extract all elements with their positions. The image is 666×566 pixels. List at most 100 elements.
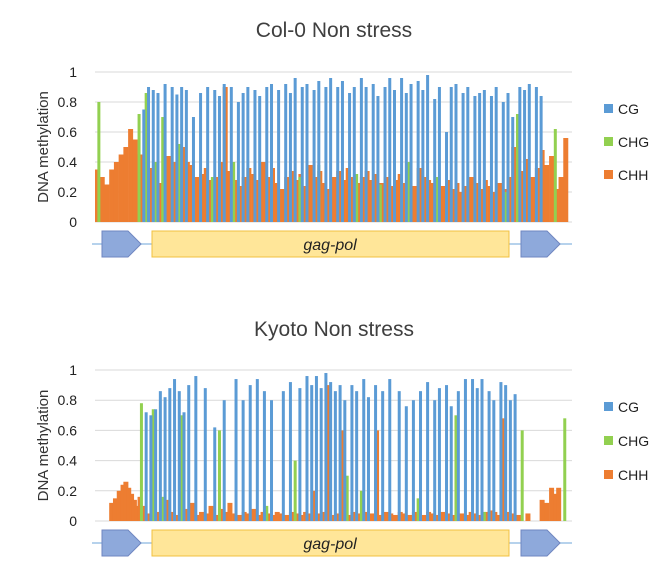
bar-chh bbox=[189, 502, 195, 521]
legend-label-chh: CHH bbox=[618, 167, 648, 183]
bar-cg bbox=[445, 132, 449, 222]
bar-chg bbox=[520, 430, 524, 521]
y-tick-label: 0.2 bbox=[58, 184, 78, 200]
bar-chg bbox=[137, 114, 141, 222]
bar-cg bbox=[518, 87, 522, 222]
bar-chh bbox=[131, 499, 137, 521]
bar-cg bbox=[184, 90, 188, 222]
bar-chh bbox=[421, 514, 427, 521]
bar-chh bbox=[116, 490, 122, 521]
legend-label-chh: CHH bbox=[618, 467, 648, 483]
bar-chg bbox=[210, 177, 214, 222]
bar-cg bbox=[419, 391, 423, 521]
bar-cg bbox=[513, 394, 517, 521]
bar-cg bbox=[312, 90, 316, 222]
bar-cg bbox=[449, 406, 453, 521]
bar-cg bbox=[298, 388, 302, 521]
bar-cg bbox=[158, 391, 162, 521]
bar-cg bbox=[241, 93, 245, 222]
bar-chg bbox=[435, 177, 439, 222]
bar-cg bbox=[392, 90, 396, 222]
bar-cg bbox=[149, 415, 153, 521]
bar-chg bbox=[177, 144, 181, 222]
legend-swatch-chg bbox=[604, 137, 613, 146]
chart-title: Col-0 Non stress bbox=[256, 19, 412, 42]
bar-cg bbox=[383, 87, 387, 222]
bar-chh bbox=[549, 487, 555, 521]
bar-cg bbox=[329, 382, 333, 521]
bar-chh bbox=[126, 487, 132, 521]
legend-swatch-chh bbox=[604, 470, 613, 479]
bar-cg bbox=[463, 379, 467, 521]
bar-cg bbox=[437, 87, 441, 222]
legend-label-chg: CHG bbox=[618, 134, 649, 150]
bar-cg bbox=[527, 84, 531, 222]
bar-cg bbox=[329, 78, 333, 222]
y-tick-label: 0.8 bbox=[58, 392, 78, 408]
bar-cg bbox=[475, 388, 479, 521]
bar-cg bbox=[156, 93, 160, 222]
ltr-arrow-right bbox=[520, 230, 561, 258]
bar-chh bbox=[123, 481, 129, 521]
bar-cg bbox=[319, 388, 323, 521]
bar-chh bbox=[104, 184, 110, 222]
bar-chh bbox=[331, 177, 337, 222]
y-axis-label: DNA methylation bbox=[35, 91, 52, 203]
bar-cg bbox=[508, 400, 512, 521]
bar-chh bbox=[497, 183, 503, 222]
bar-cg bbox=[504, 385, 508, 521]
legend-label-chg: CHG bbox=[618, 433, 649, 449]
bar-chh bbox=[118, 154, 124, 222]
bar-cg bbox=[277, 90, 281, 222]
bar-cg bbox=[168, 388, 172, 521]
bar-cg bbox=[388, 379, 392, 521]
bar-cg bbox=[366, 397, 370, 521]
bar-cg bbox=[482, 90, 486, 222]
bar-cg bbox=[177, 391, 181, 521]
bar-cg bbox=[397, 391, 401, 521]
bar-cg bbox=[506, 93, 510, 222]
bar-chh bbox=[525, 513, 531, 521]
bar-cg bbox=[404, 93, 408, 222]
bar-cg bbox=[144, 412, 148, 521]
bar-chh bbox=[109, 502, 115, 521]
bar-chh bbox=[468, 177, 474, 222]
legend-label-cg: CG bbox=[618, 101, 639, 117]
bar-cg bbox=[317, 81, 321, 222]
bar-cg bbox=[305, 376, 309, 521]
bar-cg bbox=[426, 382, 430, 521]
bar-cg bbox=[539, 96, 543, 222]
bar-chh bbox=[227, 502, 233, 521]
bar-chg bbox=[144, 93, 148, 222]
bar-chg bbox=[265, 505, 269, 521]
chart-panel-1: Col-0 Non stress DNA methylation 0 0.2 0.4 0.… bbox=[35, 19, 649, 258]
bar-chg bbox=[407, 162, 411, 222]
y-tick-label: 0.2 bbox=[58, 483, 78, 499]
bar-cg bbox=[182, 412, 186, 521]
bar-chh bbox=[260, 162, 266, 222]
bar-chh bbox=[132, 139, 138, 222]
bar-chh bbox=[194, 177, 200, 222]
bar-cg bbox=[499, 382, 503, 521]
bar-cg bbox=[473, 96, 477, 222]
bar-cg bbox=[376, 96, 380, 222]
bar-cg bbox=[270, 400, 274, 521]
bar-cg bbox=[222, 400, 226, 521]
bar-cg bbox=[411, 400, 415, 521]
legend-label-cg: CG bbox=[618, 399, 639, 415]
bar-chg bbox=[161, 117, 165, 222]
bar-cg bbox=[163, 84, 167, 222]
bar-cg bbox=[492, 400, 496, 521]
bar-cg bbox=[187, 385, 191, 521]
bar-cg bbox=[350, 385, 354, 521]
bar-cg bbox=[191, 117, 195, 222]
ltr-arrow-left bbox=[101, 529, 142, 557]
bar-cg bbox=[163, 397, 167, 521]
bar-chh bbox=[128, 129, 134, 222]
bar-chh bbox=[208, 505, 214, 521]
ltr-arrow-right bbox=[520, 529, 561, 557]
bar-cg bbox=[343, 400, 347, 521]
bar-cg bbox=[487, 391, 491, 521]
bar-chh bbox=[544, 165, 550, 222]
bar-cg bbox=[340, 81, 344, 222]
